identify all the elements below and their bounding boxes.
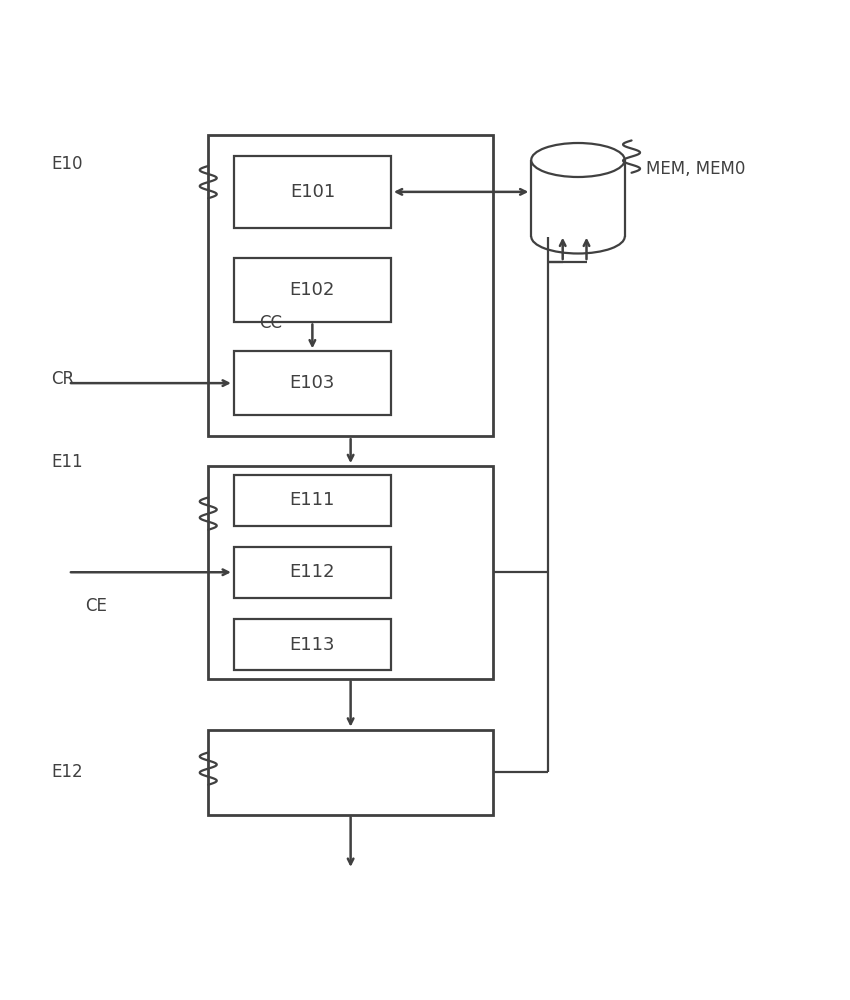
Ellipse shape [531, 143, 625, 177]
FancyBboxPatch shape [234, 351, 391, 415]
Text: E113: E113 [290, 636, 335, 654]
Text: E10: E10 [51, 155, 82, 173]
FancyBboxPatch shape [234, 258, 391, 322]
FancyBboxPatch shape [208, 730, 493, 814]
FancyBboxPatch shape [234, 156, 391, 228]
FancyBboxPatch shape [208, 134, 493, 436]
Text: CE: CE [85, 597, 107, 615]
Text: E111: E111 [290, 491, 335, 509]
Text: MEM, MEM0: MEM, MEM0 [646, 159, 745, 178]
Text: E12: E12 [51, 763, 82, 781]
Text: E11: E11 [51, 453, 82, 471]
Text: CC: CC [259, 314, 282, 332]
Text: E101: E101 [290, 183, 335, 201]
Text: E112: E112 [290, 563, 335, 581]
Text: CR: CR [51, 370, 74, 388]
FancyBboxPatch shape [531, 160, 625, 236]
Text: E102: E102 [290, 281, 335, 299]
FancyBboxPatch shape [234, 547, 391, 598]
FancyBboxPatch shape [234, 475, 391, 526]
Text: E103: E103 [290, 374, 335, 392]
FancyBboxPatch shape [234, 619, 391, 670]
FancyBboxPatch shape [208, 466, 493, 678]
